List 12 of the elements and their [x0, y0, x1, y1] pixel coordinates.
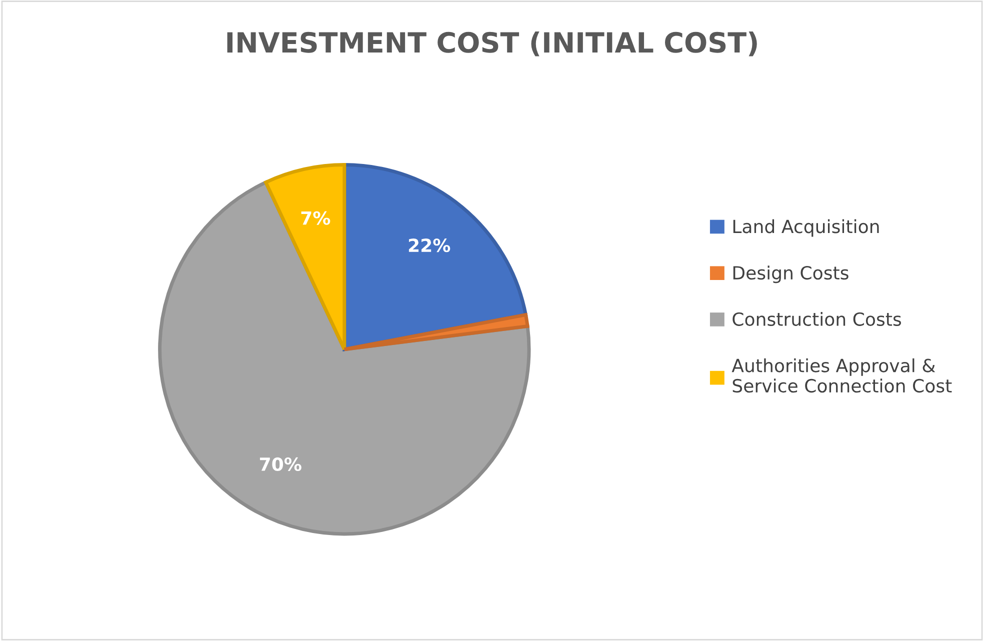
chart-title: INVESTMENT COST (INITIAL COST): [227, 31, 757, 56]
pie-slice: [342, 313, 530, 352]
data-label: 70%: [260, 457, 302, 472]
legend-label: Design Costs: [733, 266, 848, 284]
data-label: 7%: [301, 211, 330, 225]
legend-label: Land Acquisition: [733, 219, 879, 237]
legend-label: Authorities Approval & Service Connection Cost: [732, 358, 952, 393]
data-label: 22%: [408, 238, 450, 252]
pie-slice: [264, 163, 346, 352]
pie-slice: [158, 180, 531, 536]
legend-label: Construction Costs: [732, 312, 902, 326]
pie-slice: [342, 163, 528, 352]
